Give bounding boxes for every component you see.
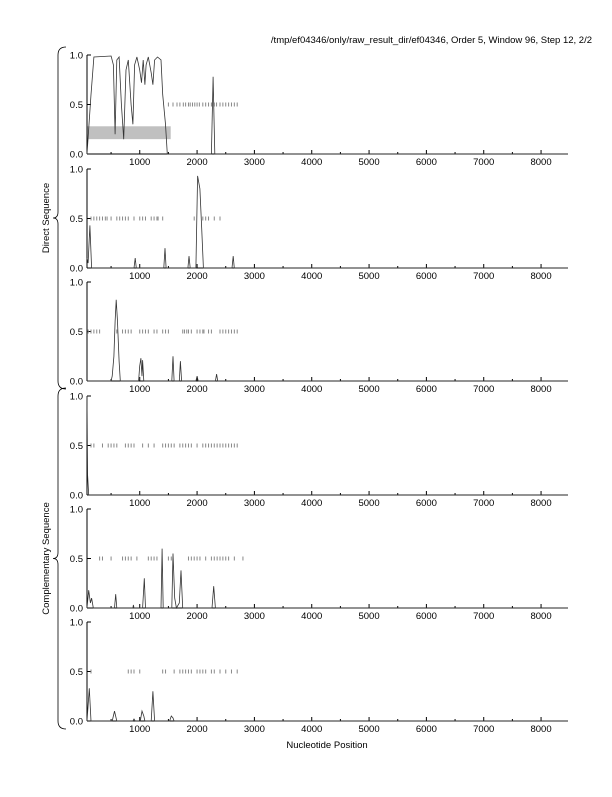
x-tick-label: 1000 [129,384,150,395]
x-tick-label: 3000 [244,157,265,168]
x-tick-label: 2000 [187,384,208,395]
y-tick-label: 0.0 [70,604,83,615]
x-tick-label: 1000 [129,271,150,282]
y-tick-label: 0.5 [70,667,83,678]
y-tick-label: 0.5 [70,214,83,225]
x-tick-label: 4000 [301,724,322,735]
x-tick-label: 8000 [530,271,551,282]
x-tick-label: 7000 [473,271,494,282]
x-tick-label: 5000 [358,724,379,735]
x-tick-label: 5000 [358,498,379,509]
x-tick-label: 2000 [187,498,208,509]
x-tick-label: 6000 [416,157,437,168]
x-tick-label: 3000 [244,271,265,282]
x-tick-label: 1000 [129,157,150,168]
group-bracket [52,387,67,730]
x-tick-label: 5000 [358,384,379,395]
x-tick-label: 7000 [473,384,494,395]
y-tick-label: 1.0 [70,505,83,516]
panel-3: 0.0 0.5 1.0 1000 2000 3000 4000 5000 6000 7000 800… [70,278,568,395]
coding-potential-line [86,395,568,496]
x-tick-label: 6000 [416,611,437,622]
y-tick-label: 0.5 [70,554,83,565]
coding-potential-line [86,175,568,269]
x-tick-label: 8000 [530,611,551,622]
y-tick-label: 0.0 [70,150,83,161]
x-tick-label: 3000 [244,611,265,622]
chart-title: /tmp/ef04346/only/raw_result_dir/ef04346… [271,35,592,46]
x-tick-label: 6000 [416,498,437,509]
x-tick-label: 8000 [530,157,551,168]
highlight-region [87,126,171,140]
y-tick-label: 0.5 [70,441,83,452]
x-tick-label: 4000 [301,384,322,395]
x-tick-label: 2000 [187,271,208,282]
x-tick-label: 5000 [358,271,379,282]
x-tick-label: 6000 [416,384,437,395]
x-tick-label: 4000 [301,271,322,282]
x-tick-label: 1000 [129,724,150,735]
panel-4: 0.0 0.5 1.0 1000 2000 3000 4000 5000 6000 7000 800… [70,392,568,509]
y-tick-label: 1.0 [70,618,83,629]
x-tick-label: 7000 [473,724,494,735]
x-tick-label: 7000 [473,157,494,168]
y-tick-label: 0.0 [70,717,83,728]
y-tick-label: 1.0 [70,165,83,176]
panel-1: 0.0 0.5 1.0 1000 2000 3000 4000 5000 6000 7000 800… [70,51,568,168]
x-tick-label: 8000 [530,724,551,735]
x-tick-label: 6000 [416,271,437,282]
x-tick-label: 4000 [301,611,322,622]
y-tick-label: 1.0 [70,278,83,289]
coding-potential-line [86,55,568,155]
panel-2: 0.0 0.5 1.0 1000 2000 3000 4000 5000 6000 7000 800… [70,165,568,282]
y-tick-label: 0.5 [70,327,83,338]
coding-potential-line [86,548,568,610]
x-tick-label: 7000 [473,611,494,622]
panel-6: 0.0 0.5 1.0 1000 2000 3000 4000 5000 6000 7000 800… [70,618,568,735]
y-tick-label: 1.0 [70,51,83,62]
y-tick-label: 1.0 [70,392,83,403]
y-tick-label: 0.0 [70,491,83,502]
x-tick-label: 8000 [530,384,551,395]
y-tick-label: 0.5 [70,100,83,111]
group-bracket [52,46,67,390]
x-tick-label: 5000 [358,157,379,168]
coding-potential-line [87,299,568,382]
coding-potential-line [86,688,568,722]
x-tick-label: 6000 [416,724,437,735]
group-label: Direct Sequence [41,183,52,253]
x-tick-label: 2000 [187,157,208,168]
x-axis-label: Nucleotide Position [286,740,367,751]
panel-5: 0.0 0.5 1.0 1000 2000 3000 4000 5000 6000 7000 800… [70,505,568,622]
y-tick-label: 0.0 [70,264,83,275]
x-tick-label: 3000 [244,384,265,395]
x-tick-label: 3000 [244,498,265,509]
group-label: Complementary Sequence [41,502,52,614]
x-tick-label: 4000 [301,157,322,168]
x-tick-label: 8000 [530,498,551,509]
x-tick-label: 2000 [187,724,208,735]
x-tick-label: 2000 [187,611,208,622]
x-tick-label: 1000 [129,498,150,509]
x-tick-label: 5000 [358,611,379,622]
x-tick-label: 7000 [473,498,494,509]
x-tick-label: 1000 [129,611,150,622]
x-tick-label: 4000 [301,498,322,509]
y-tick-label: 0.0 [70,377,83,388]
x-tick-label: 3000 [244,724,265,735]
